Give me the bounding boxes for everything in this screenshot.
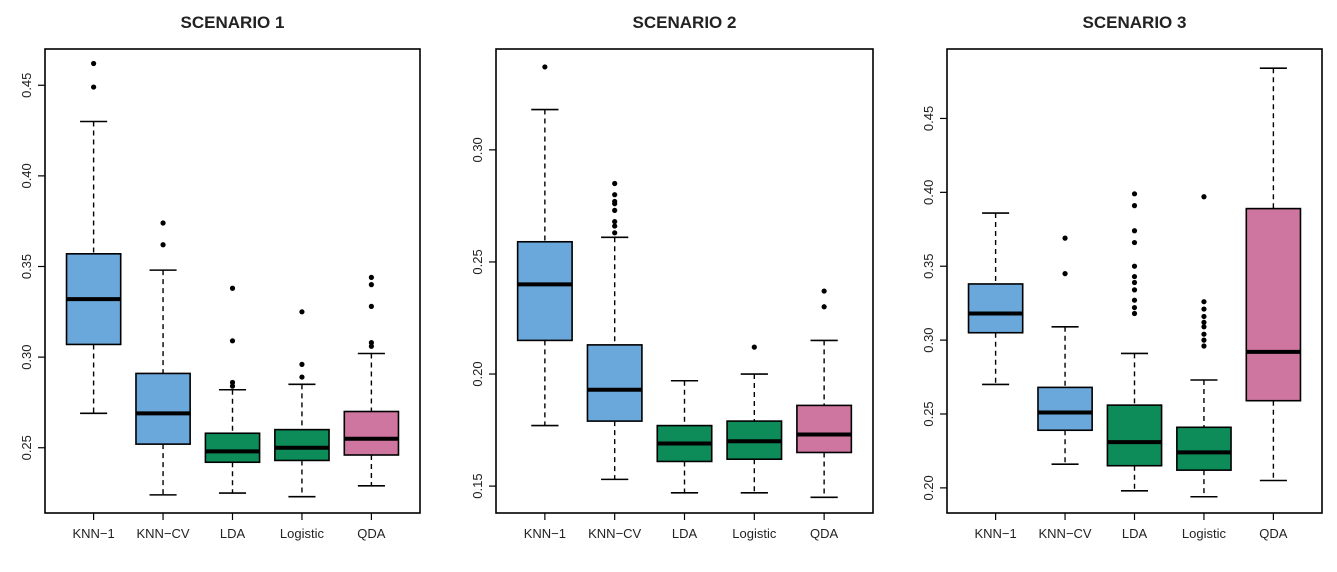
outlier-point: [1131, 304, 1138, 311]
x-tick-label: KNN−1: [524, 526, 566, 541]
outlier-point: [1201, 299, 1207, 305]
outlier-point: [1201, 337, 1207, 343]
box-qda: [1245, 207, 1302, 402]
outlier-point: [299, 374, 305, 380]
box-qda: [343, 410, 400, 456]
y-tick-label: 0.20: [470, 361, 485, 386]
box-knn-cv: [586, 344, 643, 422]
outlier-point: [91, 84, 97, 90]
panel-1: SCENARIO 1 0.25 0.30 0.35 0.40 0.45 KNN−1 KNN−C…: [19, 13, 421, 541]
y-tick-label: 0.40: [19, 163, 34, 188]
y-tick-label: 0.20: [921, 475, 936, 500]
box-knn-1: [967, 283, 1024, 334]
outlier-point: [91, 60, 97, 67]
outlier-point: [368, 303, 374, 309]
panel-2: SCENARIO 2 0.15 0.20 0.25 0.30 KNN−1 KNN−CV LDA…: [470, 13, 874, 541]
x-tick-label: KNN−CV: [137, 526, 190, 541]
y-tick-label: 0.45: [921, 106, 936, 131]
outlier-point: [751, 344, 757, 350]
x-tick-label: LDA: [1122, 526, 1148, 541]
x-tick-label: LDA: [672, 526, 698, 541]
x-tick-label: Logistic: [1182, 526, 1227, 541]
outlier-point: [1131, 239, 1138, 246]
outlier-point: [160, 220, 166, 226]
y-tick-label: 0.30: [470, 137, 485, 162]
outlier-point: [612, 198, 618, 205]
x-tick-label: KNN−1: [72, 526, 114, 541]
outlier-point: [612, 207, 618, 213]
outlier-point: [1131, 287, 1138, 293]
outlier-point: [1201, 331, 1207, 337]
outlier-point: [1201, 343, 1207, 349]
outlier-point: [1131, 273, 1138, 280]
outlier-point: [1131, 191, 1138, 197]
y-tick-label: 0.25: [921, 401, 936, 426]
outlier-point: [1201, 319, 1207, 325]
box-knn-cv: [1037, 386, 1093, 432]
outlier-point: [160, 242, 166, 248]
outlier-point: [229, 383, 236, 389]
outlier-point: [368, 274, 374, 280]
box-lda: [1106, 404, 1163, 467]
outlier-point: [368, 340, 374, 346]
y-tick-label: 0.25: [19, 435, 34, 460]
outlier-point: [1201, 194, 1207, 200]
x-tick-label: QDA: [357, 526, 386, 541]
outlier-point: [542, 64, 548, 70]
outlier-point: [821, 304, 827, 310]
y-tick-label: 0.25: [470, 249, 485, 274]
outlier-point: [1131, 297, 1138, 303]
outlier-point: [1131, 279, 1138, 286]
x-tick-label: Logistic: [732, 526, 777, 541]
outlier-point: [821, 288, 827, 294]
box-knn-cv: [135, 372, 191, 445]
outlier-point: [1131, 310, 1138, 317]
outlier-point: [612, 180, 618, 187]
x-tick-label: LDA: [220, 526, 246, 541]
panel-title: SCENARIO 3: [1083, 13, 1187, 32]
y-tick-label: 0.30: [19, 344, 34, 369]
x-tick-label: KNN−CV: [1039, 526, 1092, 541]
outlier-point: [368, 282, 374, 288]
y-tick-label: 0.40: [921, 180, 936, 205]
x-tick-label: KNN−CV: [588, 526, 641, 541]
x-tick-label: QDA: [1259, 526, 1288, 541]
y-tick-label: 0.45: [19, 73, 34, 98]
y-tick-label: 0.30: [921, 327, 936, 352]
outlier-point: [299, 309, 305, 315]
box-logistic: [274, 428, 330, 462]
outlier-point: [299, 361, 305, 367]
outlier-point: [1062, 235, 1068, 241]
outlier-point: [612, 218, 618, 225]
panel-title: SCENARIO 1: [181, 13, 285, 32]
box-qda: [796, 404, 853, 454]
outlier-point: [368, 343, 374, 349]
outlier-point: [612, 223, 618, 229]
y-tick-label: 0.15: [470, 473, 485, 498]
outlier-point: [229, 285, 236, 291]
outlier-point: [229, 338, 236, 344]
box-knn-1: [516, 240, 573, 342]
outlier-point: [1201, 306, 1207, 312]
y-tick-label: 0.35: [921, 254, 936, 279]
outlier-point: [612, 230, 618, 236]
x-tick-label: Logistic: [280, 526, 325, 541]
outlier-point: [1201, 313, 1207, 320]
y-tick-label: 0.35: [19, 254, 34, 279]
panel-3: SCENARIO 3 0.20 0.25 0.30 0.35 0.40 0.45 KNN−1 K…: [921, 13, 1323, 541]
outlier-point: [1131, 263, 1138, 269]
outlier-point: [229, 379, 236, 386]
outlier-point: [1201, 324, 1207, 330]
outlier-point: [1062, 271, 1068, 277]
x-tick-label: KNN−1: [974, 526, 1016, 541]
box-lda: [204, 432, 261, 464]
box-logistic: [1176, 426, 1232, 471]
panel-title: SCENARIO 2: [633, 13, 737, 32]
outlier-point: [1131, 228, 1138, 234]
outlier-point: [1131, 203, 1138, 209]
x-tick-label: QDA: [810, 526, 839, 541]
outlier-point: [612, 192, 618, 198]
